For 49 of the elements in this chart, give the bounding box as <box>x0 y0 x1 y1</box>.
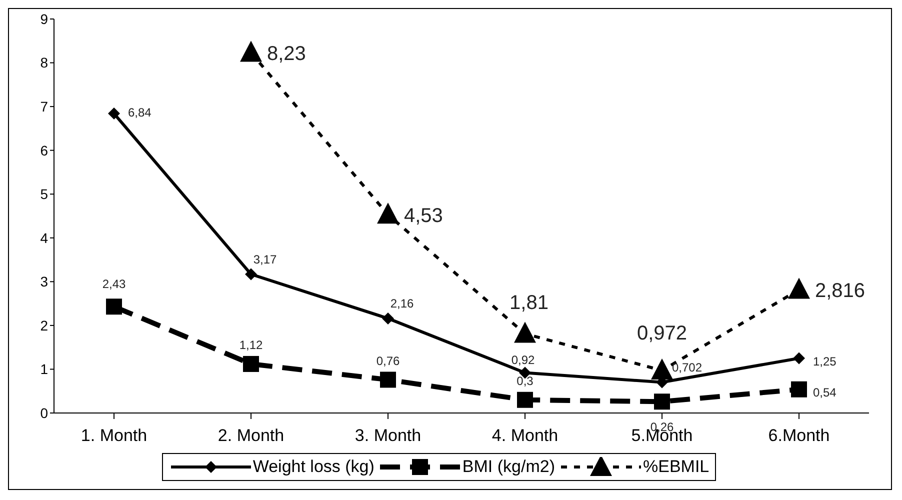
y-tick-label: 8 <box>40 54 48 71</box>
point <box>793 352 805 364</box>
y-tick-label: 2 <box>40 317 48 334</box>
data-label: 0,54 <box>813 386 837 400</box>
data-label: 0,76 <box>376 354 400 368</box>
point <box>380 372 396 388</box>
data-label: 1,25 <box>813 354 837 368</box>
point <box>245 268 257 280</box>
x-tick-label: 6.Month <box>768 426 830 446</box>
point <box>651 358 673 380</box>
y-tick-label: 3 <box>40 274 48 290</box>
data-label: 6,84 <box>128 106 152 120</box>
y-tick-label: 7 <box>40 98 48 115</box>
data-label: 0,3 <box>516 374 534 388</box>
y-tick-label: 0 <box>40 404 48 421</box>
point <box>514 322 536 343</box>
y-tick-label: 5 <box>40 186 48 202</box>
y-tick-label: 9 <box>40 10 48 27</box>
x-tick-label: 2. Month <box>218 426 284 446</box>
data-label: 2,43 <box>102 276 126 291</box>
x-tick-label: 3. Month <box>354 426 422 446</box>
legend-label: BMI (kg/m2) <box>462 457 555 477</box>
legend-label: %EBMIL <box>642 457 710 477</box>
point <box>517 392 533 408</box>
point <box>108 108 120 120</box>
point <box>377 202 399 224</box>
point <box>654 394 670 410</box>
data-label: 8,23 <box>267 42 306 65</box>
point <box>243 356 259 372</box>
data-label: 0,92 <box>511 352 535 367</box>
x-tick-label: 4. Month <box>492 426 558 446</box>
data-label: 4,53 <box>404 204 443 227</box>
legend-label: Weight loss (kg) <box>252 457 374 477</box>
y-tick-label: 4 <box>40 230 48 246</box>
point <box>382 312 394 324</box>
data-label: 0,972 <box>636 322 688 345</box>
point <box>106 298 122 315</box>
point <box>240 40 262 62</box>
data-label: 1,12 <box>239 338 263 352</box>
point <box>788 278 810 299</box>
data-label: 1,81 <box>510 292 548 314</box>
point <box>791 381 807 398</box>
data-label: 2,16 <box>390 296 414 311</box>
data-label: 0,702 <box>672 360 702 374</box>
y-tick-label: 1 <box>40 361 48 378</box>
x-tick-label: 1. Month <box>80 426 148 446</box>
data-label: 2,816 <box>815 280 866 302</box>
y-tick-label: 6 <box>40 142 48 158</box>
data-label: 3,17 <box>253 252 277 266</box>
